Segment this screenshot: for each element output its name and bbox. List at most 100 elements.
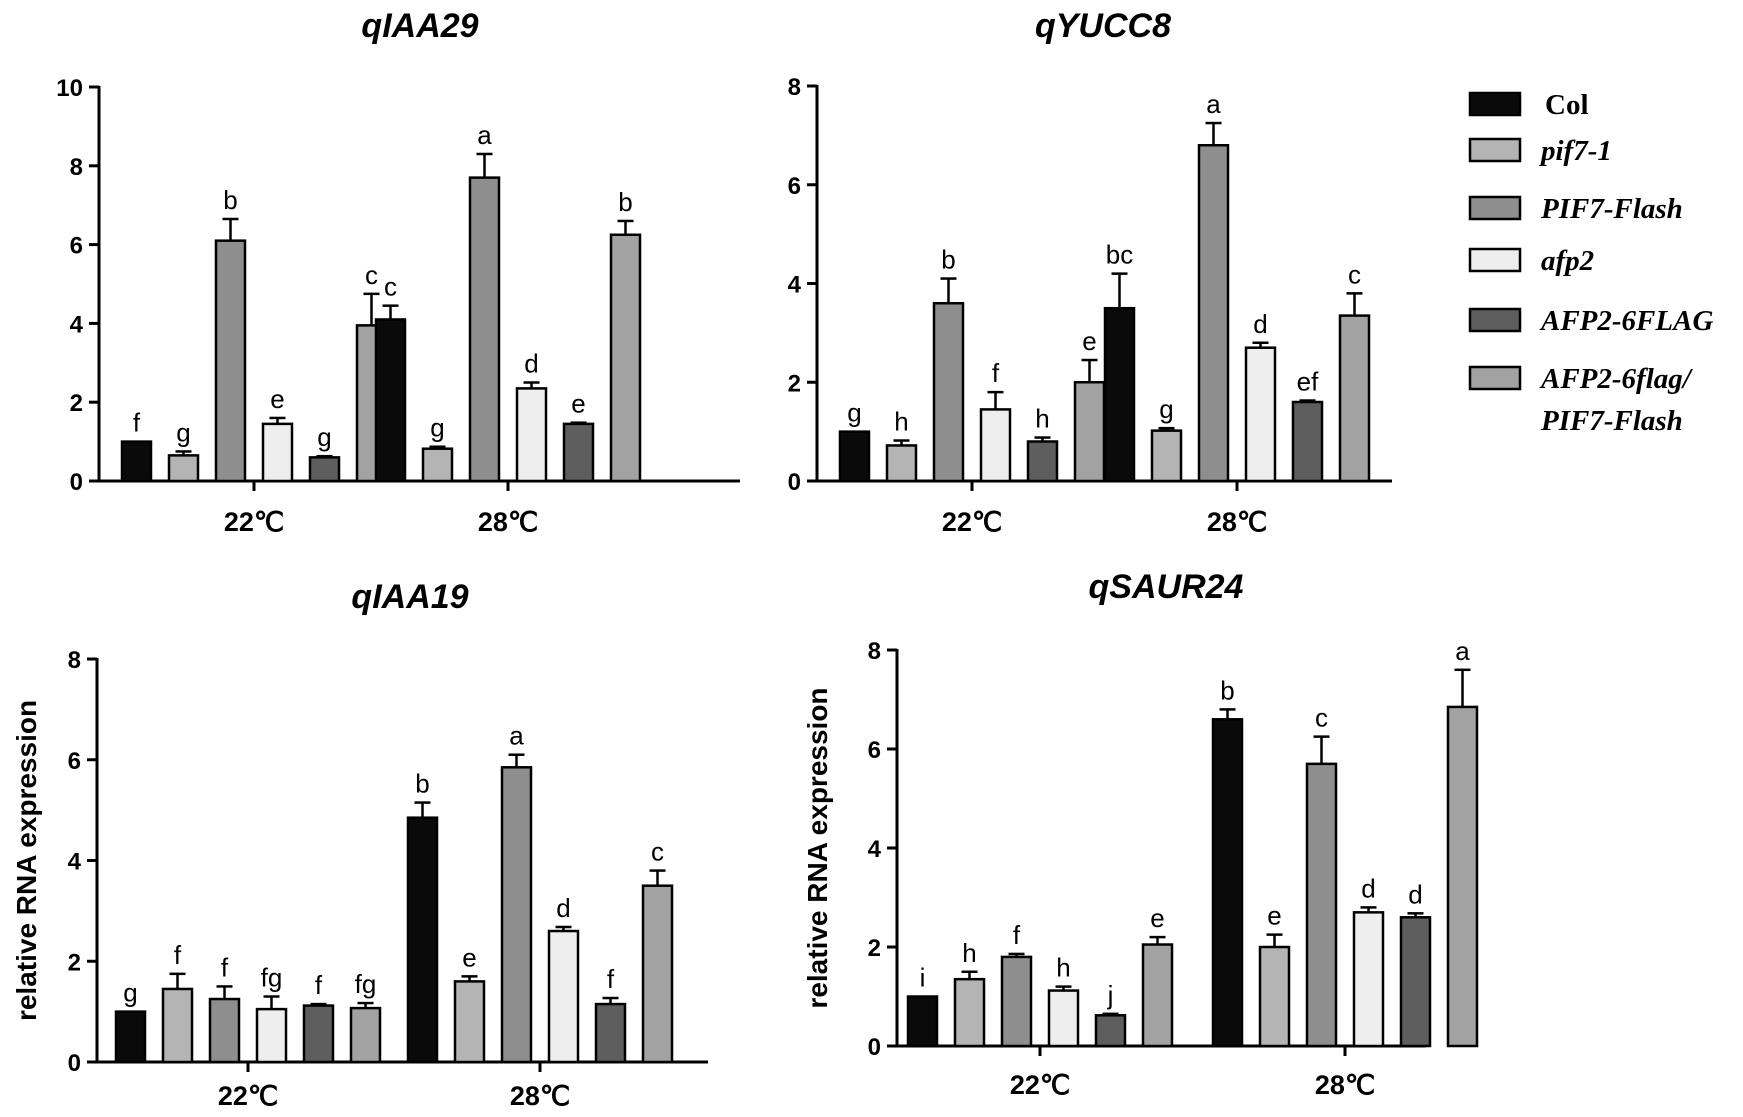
y-tick-label: 0 xyxy=(788,469,801,496)
x-category-label: 28℃ xyxy=(1207,507,1267,537)
y-tick-label: 4 xyxy=(68,849,82,876)
chart-title: qIAA19 xyxy=(351,578,468,616)
bar xyxy=(120,440,153,483)
x-category-label: 28℃ xyxy=(1315,1070,1375,1100)
bar xyxy=(885,444,918,483)
bar xyxy=(515,387,548,483)
y-tick-label: 8 xyxy=(788,74,801,101)
significance-letter: e xyxy=(1267,901,1281,931)
y-tick-label: 2 xyxy=(70,390,83,417)
chart-panel-1: qIAA29 0 2 4 6 8 10 22℃ f g b e g c 28℃ c g a d e b xyxy=(56,7,740,537)
bar xyxy=(594,1002,627,1064)
significance-letter: g xyxy=(317,422,331,452)
legend-label: pif7-1 xyxy=(1538,135,1612,167)
bar xyxy=(167,454,200,483)
x-category-label: 22℃ xyxy=(942,507,1002,537)
significance-letter: h xyxy=(1035,404,1049,434)
legend-label: AFP2-6FLAG xyxy=(1539,305,1713,337)
significance-letter: ef xyxy=(1297,367,1319,397)
bar xyxy=(1338,314,1371,483)
bar xyxy=(1141,943,1174,1048)
significance-letter: j xyxy=(1107,980,1114,1010)
bar xyxy=(838,430,871,483)
bar xyxy=(374,318,407,483)
legend-swatch xyxy=(1468,307,1522,333)
significance-letter: g xyxy=(430,413,444,443)
legend-swatch xyxy=(1468,365,1522,391)
y-tick-label: 0 xyxy=(868,1034,881,1061)
bar xyxy=(453,980,486,1064)
significance-letter: a xyxy=(1455,636,1470,666)
legend-swatch xyxy=(1468,91,1522,117)
y-tick-label: 4 xyxy=(70,311,84,338)
bar xyxy=(349,1006,382,1064)
bar xyxy=(1352,911,1385,1048)
bar xyxy=(609,233,642,483)
bar xyxy=(1399,916,1432,1048)
bar xyxy=(641,884,674,1064)
bar xyxy=(1047,989,1080,1048)
legend-swatch xyxy=(1468,247,1522,273)
bar xyxy=(421,447,454,483)
significance-letter: bc xyxy=(1106,240,1133,270)
significance-letter: c xyxy=(384,272,397,302)
legend-label: PIF7-Flash xyxy=(1540,193,1683,225)
significance-letter: fg xyxy=(261,963,283,993)
significance-letter: a xyxy=(477,120,492,150)
significance-letter: i xyxy=(920,963,926,993)
y-tick-label: 10 xyxy=(56,75,83,102)
legend: Col pif7-1 PIF7-Flash afp2 AFP2-6FLAG AFP2-6f… xyxy=(1468,89,1713,437)
bar xyxy=(1094,1014,1127,1048)
bar xyxy=(1103,306,1136,483)
significance-letter: g xyxy=(847,398,861,428)
y-axis-label: relative RNA expression xyxy=(802,687,833,1008)
bar xyxy=(932,302,965,483)
significance-letter: f xyxy=(992,358,1000,388)
bar xyxy=(1305,762,1338,1048)
significance-letter: e xyxy=(270,384,284,414)
chart-title: qIAA29 xyxy=(361,7,478,45)
bar xyxy=(114,1010,147,1064)
significance-letter: e xyxy=(1150,903,1164,933)
chart-title: qYUCC8 xyxy=(1035,7,1171,45)
y-axis-label: relative RNA expression xyxy=(11,700,42,1021)
y-tick-label: 8 xyxy=(68,647,81,674)
legend-swatch xyxy=(1468,195,1522,221)
bar xyxy=(468,176,501,483)
significance-letter: fg xyxy=(355,969,377,999)
bar xyxy=(1150,429,1183,483)
bar xyxy=(1211,718,1244,1048)
legend-label-line2: PIF7-Flash xyxy=(1540,405,1683,437)
chart-panel-4: qSAUR24 0 2 4 6 8 relative RNA expression 22℃ i h… xyxy=(802,568,1479,1100)
bar xyxy=(302,1004,335,1064)
x-category-label: 28℃ xyxy=(510,1081,570,1111)
bar xyxy=(255,1007,288,1064)
significance-letter: g xyxy=(1159,394,1173,424)
bar xyxy=(547,929,580,1064)
bar xyxy=(562,422,595,483)
y-tick-label: 6 xyxy=(868,737,881,764)
significance-letter: a xyxy=(509,721,524,751)
significance-letter: d xyxy=(524,349,538,379)
significance-letter: b xyxy=(223,185,237,215)
y-tick-label: 4 xyxy=(868,836,882,863)
y-tick-label: 4 xyxy=(788,272,802,299)
bar xyxy=(161,987,194,1064)
y-tick-label: 8 xyxy=(70,154,83,181)
y-tick-label: 0 xyxy=(70,469,83,496)
bar xyxy=(1073,381,1106,483)
y-tick-label: 0 xyxy=(68,1050,81,1077)
significance-letter: f xyxy=(607,964,615,994)
y-tick-label: 6 xyxy=(68,748,81,775)
chart-title: qSAUR24 xyxy=(1089,568,1244,606)
bar xyxy=(1197,144,1230,483)
significance-letter: b xyxy=(618,187,632,217)
bar xyxy=(1258,945,1291,1048)
y-tick-label: 6 xyxy=(788,173,801,200)
y-tick-label: 2 xyxy=(868,935,881,962)
y-tick-label: 8 xyxy=(868,638,881,665)
significance-letter: b xyxy=(1220,675,1234,705)
bar xyxy=(214,239,247,483)
significance-letter: b xyxy=(415,769,429,799)
